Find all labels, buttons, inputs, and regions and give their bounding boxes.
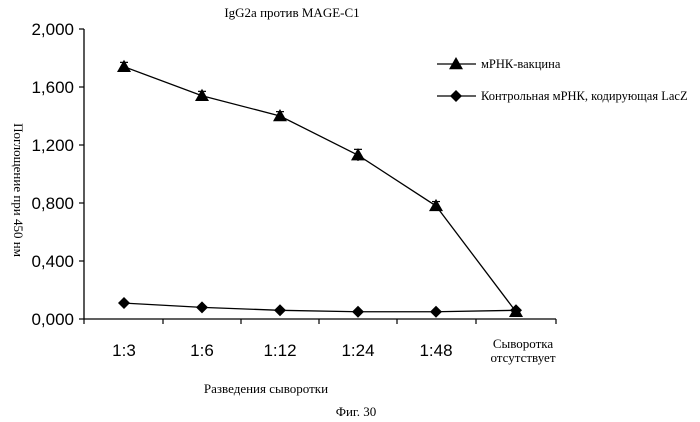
data-point-diamond (118, 297, 130, 309)
data-point-triangle (429, 199, 443, 211)
data-point-triangle (117, 60, 131, 72)
y-tick-label: 0,000 (31, 310, 74, 329)
x-axis: 1:3 1:6 1:12 1:24 1:48 Сывороткаотсутствует (84, 319, 556, 365)
y-axis: 0,000 0,400 0,800 1,200 1,600 2,000 (31, 20, 84, 329)
legend-label: мРНК-вакцина (481, 57, 561, 71)
x-tick-label: отсутствует (490, 350, 555, 365)
series-line (124, 303, 516, 312)
figure-caption: Фиг. 30 (336, 404, 377, 419)
series-1 (117, 60, 523, 317)
y-tick-label: 1,200 (31, 136, 74, 155)
data-point-diamond (352, 306, 364, 318)
y-tick-label: 0,800 (31, 194, 74, 213)
x-tick-label: 1:6 (190, 341, 214, 360)
legend-marker-triangle (449, 57, 463, 69)
series-2 (118, 297, 522, 318)
x-tick-label: Сыворотка (493, 336, 554, 351)
data-point-triangle (195, 89, 209, 101)
y-tick-label: 1,600 (31, 78, 74, 97)
x-tick-label: 1:3 (112, 341, 136, 360)
absorbance-line-chart: IgG2a против MAGE-C1 0,000 0,400 0,800 1,20… (0, 0, 700, 422)
data-point-triangle (351, 148, 365, 160)
legend-marker-diamond (450, 90, 462, 102)
data-point-diamond (196, 301, 208, 313)
y-axis-label: Поглощение при 450 нм (11, 123, 26, 257)
legend: мРНК-вакцина Контрольная мРНК, кодирующая… (437, 57, 688, 103)
x-axis-label: Разведения сыворотки (204, 381, 328, 396)
y-tick-label: 0,400 (31, 252, 74, 271)
data-point-diamond (274, 304, 286, 316)
data-point-diamond (430, 306, 442, 318)
x-tick-label: 1:24 (341, 341, 374, 360)
chart-title: IgG2a против MAGE-C1 (224, 5, 359, 20)
series-line (124, 67, 516, 312)
legend-label: Контрольная мРНК, кодирующая LacZ (481, 89, 688, 103)
x-tick-label: 1:12 (263, 341, 296, 360)
series-layer (117, 60, 523, 318)
y-tick-label: 2,000 (31, 20, 74, 39)
x-tick-label: 1:48 (419, 341, 452, 360)
